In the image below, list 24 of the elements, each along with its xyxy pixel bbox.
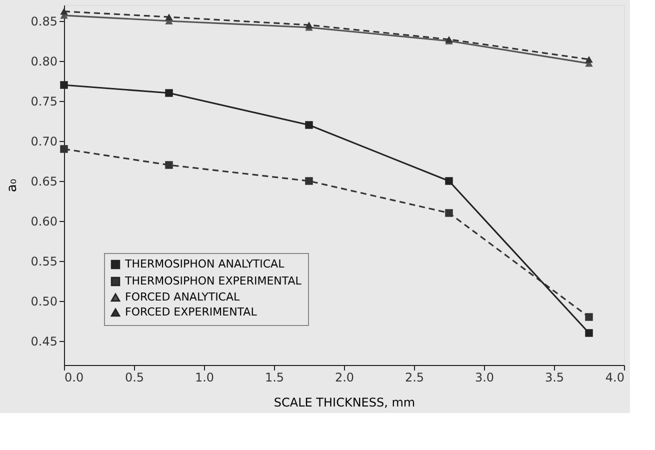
y-tick-label: 0.45 — [30, 334, 58, 348]
legend-label: THERMOSIPHON EXPERIMENTAL — [124, 274, 302, 288]
y-tick-label: 0.70 — [30, 134, 58, 148]
x-tick-label: 3.5 — [544, 370, 564, 384]
y-tick-label: 0.75 — [30, 94, 58, 108]
x-tick-label: 1.5 — [264, 370, 284, 384]
x-tick-label: 0.0 — [64, 370, 84, 384]
x-tick-label: 2.0 — [334, 370, 354, 384]
x-tick-label: 2.5 — [404, 370, 424, 384]
y-axis-title: a₀ — [4, 178, 20, 192]
y-tick-label: 0.55 — [30, 254, 58, 268]
y-tick-label: 0.85 — [30, 14, 58, 28]
x-axis-title: SCALE THICKNESS, mm — [274, 396, 416, 410]
y-tick-label: 0.80 — [30, 54, 58, 68]
legend-label: FORCED ANALYTICAL — [125, 290, 241, 304]
legend-label: FORCED EXPERIMENTAL — [125, 306, 258, 318]
x-tick-label: 0.5 — [124, 370, 144, 384]
y-tick-label: 0.60 — [30, 214, 58, 228]
x-tick-label: 1.0 — [194, 370, 214, 384]
y-tick-label: 0.50 — [30, 294, 58, 308]
x-tick-label: 3.0 — [474, 370, 494, 384]
y-tick-label: 0.65 — [30, 174, 58, 188]
x-tick-label: 4.0 — [605, 370, 624, 384]
legend-label: THERMOSIPHON ANALYTICAL — [124, 258, 286, 270]
